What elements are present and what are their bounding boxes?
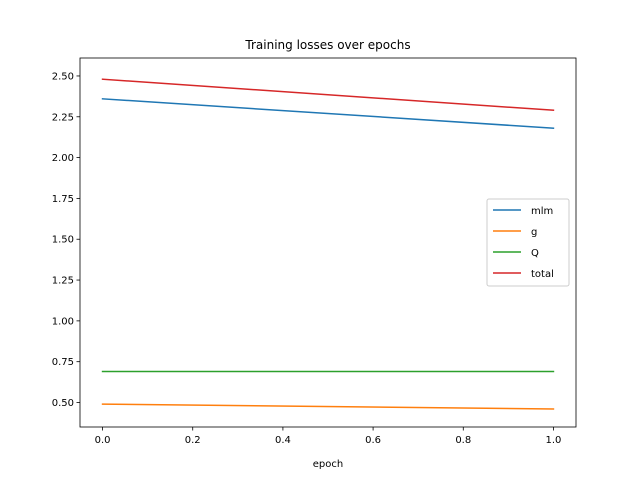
x-tick-label: 0.0 <box>95 435 111 446</box>
y-tick-label: 0.50 <box>52 398 74 409</box>
y-tick-label: 1.75 <box>52 194 74 205</box>
chart-title: Training losses over epochs <box>244 38 410 52</box>
x-tick-label: 0.6 <box>365 435 381 446</box>
x-tick-label: 1.0 <box>546 435 562 446</box>
x-axis-label: epoch <box>313 459 343 470</box>
x-tick-label: 0.2 <box>185 435 201 446</box>
series-line-total <box>101 78 555 112</box>
legend-label-total: total <box>531 269 554 280</box>
series-line-g <box>101 403 555 410</box>
y-tick-label: 1.50 <box>52 235 74 246</box>
x-tick-label: 0.4 <box>275 435 291 446</box>
y-tick-label: 0.75 <box>52 357 74 368</box>
y-tick-label: 2.50 <box>52 71 74 82</box>
y-tick-label: 1.00 <box>52 316 74 327</box>
legend-label-Q: Q <box>531 248 539 259</box>
y-tick-label: 2.00 <box>52 153 74 164</box>
plot-area: 0.0 0.2 0.4 0.6 0.8 1.0 0.50 0.75 1.00 1.25 1.50 1.… <box>52 57 577 446</box>
axes-frame <box>79 57 577 428</box>
legend-box <box>486 198 570 287</box>
legend-label-g: g <box>531 227 537 238</box>
y-tick-label: 1.25 <box>52 276 74 287</box>
series-line-mlm <box>101 98 555 130</box>
y-tick-label: 2.25 <box>52 112 74 123</box>
x-tick-label: 0.8 <box>455 435 471 446</box>
legend-label-mlm: mlm <box>531 206 553 217</box>
